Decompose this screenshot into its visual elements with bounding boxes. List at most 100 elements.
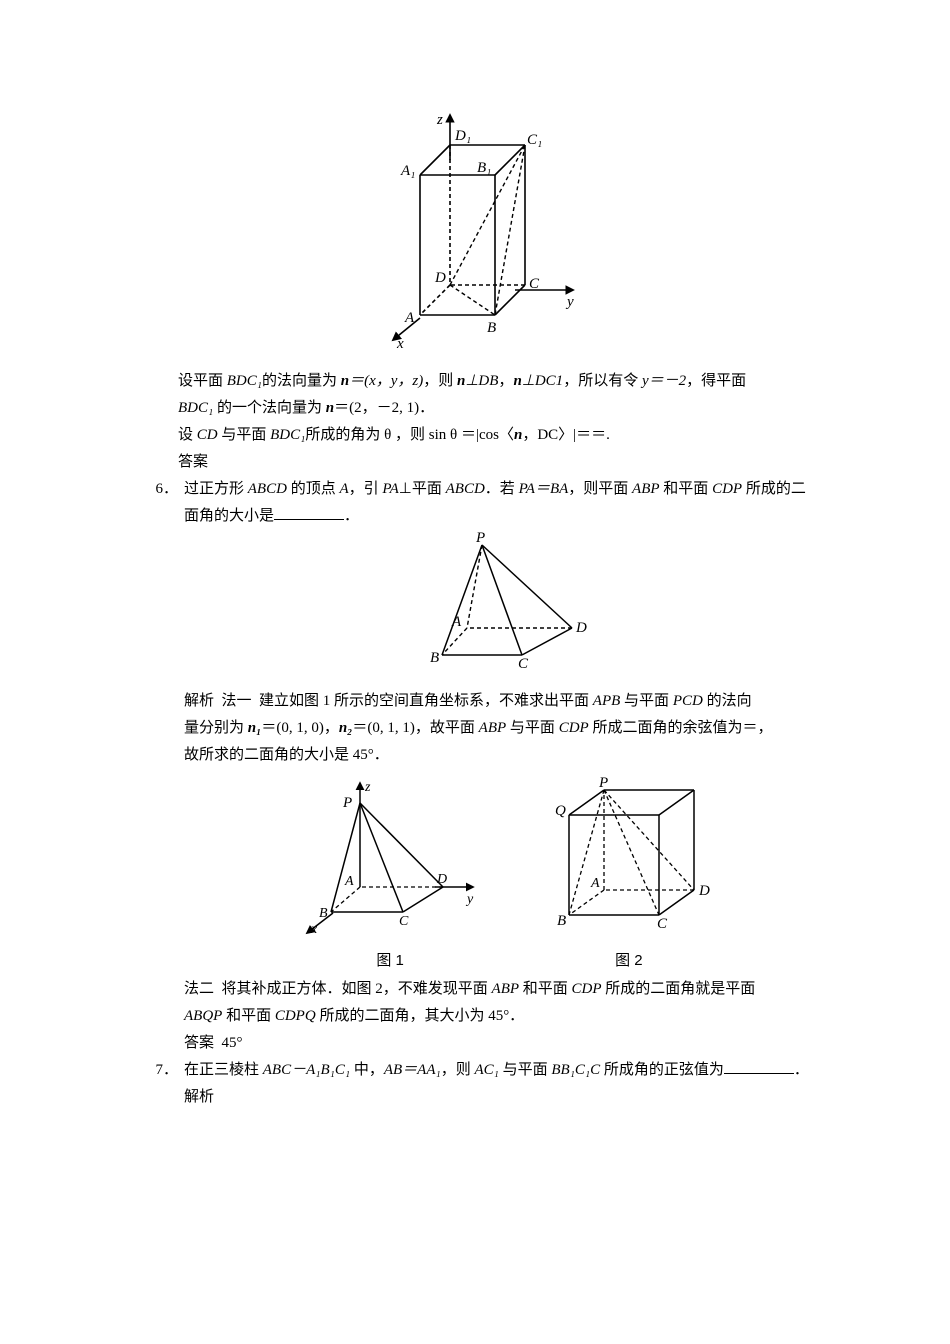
q7: 7． 在正三棱柱 ABC－A₁B₁C₁ 中，AB＝AA₁，则 AC₁ 与平面 B…	[130, 1057, 840, 1111]
abp: ABP	[632, 481, 660, 497]
perp: ⊥DC1	[522, 373, 563, 389]
text: 设	[178, 427, 197, 443]
svg-text:D₁: D₁	[454, 128, 471, 144]
fig2: P Q A B C D	[529, 775, 729, 935]
q6: 6． 过正方形 ABCD 的顶点 A，引 PA⊥平面 ABCD．若 PA＝BA，…	[130, 476, 840, 1057]
text: ⊥平面	[399, 481, 446, 497]
method1-label: 法一	[222, 693, 252, 709]
svg-text:A: A	[404, 310, 415, 326]
svg-text:z: z	[364, 780, 371, 795]
svg-text:z: z	[436, 112, 443, 128]
eq: ＝(x，y，z)	[349, 373, 423, 389]
apb: APB	[593, 693, 621, 709]
fig1-caption: 图 1	[295, 947, 485, 974]
text: ．若	[485, 481, 519, 497]
q6-number: 6．	[130, 476, 184, 1057]
q6-m2-line2: ABQP 和平面 CDPQ 所成的二面角，其大小为 45°．	[184, 1003, 840, 1030]
fig1-cell: z y x P A	[295, 775, 485, 974]
q5-solution: 设平面 BDC₁的法向量为 n＝(x，y，z)，则 n⊥DB，n⊥DC1，所以有…	[178, 368, 840, 476]
cdpq: CDPQ	[275, 1008, 316, 1024]
text: ，则	[423, 373, 457, 389]
svg-text:A: A	[344, 874, 354, 889]
svg-text:C: C	[518, 656, 529, 670]
abcd: ABCD	[446, 481, 485, 497]
svg-text:y: y	[465, 892, 474, 907]
pa: PA	[382, 481, 398, 497]
q6-answer: 答案 45°	[184, 1030, 840, 1057]
text: ．	[344, 508, 359, 524]
svg-text:B: B	[487, 320, 496, 336]
text: ，	[498, 373, 513, 389]
q5-line2: BDC₁ 的一个法向量为 n＝(2，－2, 1)．	[178, 395, 840, 422]
eq: PA＝BA	[519, 481, 569, 497]
text: 的法向量为	[262, 373, 341, 389]
text: 过正方形	[184, 481, 248, 497]
text: 的顶点	[287, 481, 340, 497]
cdp: CDP	[712, 481, 742, 497]
text: ，得平面	[686, 373, 746, 389]
q6-line2: 面角的大小是．	[184, 503, 840, 530]
answer-val: 45°	[222, 1035, 243, 1051]
text: 所成角的正弦值为	[600, 1062, 724, 1078]
text: ，所以有令	[563, 373, 642, 389]
q7-line1: 在正三棱柱 ABC－A₁B₁C₁ 中，AB＝AA₁，则 AC₁ 与平面 BB₁C…	[184, 1057, 840, 1084]
vec-n: n	[341, 373, 349, 389]
plane-bdc1: BDC₁	[227, 373, 262, 389]
text: 所成二面角的余弦值为＝，	[589, 720, 773, 736]
text: 在正三棱柱	[184, 1062, 263, 1078]
n1-val: ＝(0, 1, 0)，	[261, 720, 339, 736]
text: ，则	[441, 1062, 475, 1078]
text: 与平面	[506, 720, 559, 736]
pcd: PCD	[673, 693, 703, 709]
q5-line3: 设 CD 与平面 BDC₁所成的角为 θ ，则 sin θ ＝|cos〈n，DC…	[178, 422, 840, 449]
q5-line1: 设平面 BDC₁的法向量为 n＝(x，y，z)，则 n⊥DB，n⊥DC1，所以有…	[178, 368, 840, 395]
ac1: AC₁	[474, 1062, 498, 1078]
abp: ABP	[479, 720, 507, 736]
cd: CD	[197, 427, 218, 443]
q6-line1: 过正方形 ABCD 的顶点 A，引 PA⊥平面 ABCD．若 PA＝BA，则平面…	[184, 476, 840, 503]
text: 中，	[350, 1062, 384, 1078]
svg-text:x: x	[310, 922, 318, 935]
svg-text:B₁: B₁	[477, 160, 491, 176]
q7-number: 7．	[130, 1057, 184, 1111]
svg-text:D: D	[698, 883, 710, 899]
text: 与平面	[499, 1062, 552, 1078]
svg-text:C: C	[529, 276, 540, 292]
q6-sol-line2: 量分别为 n₁＝(0, 1, 0)，n₂＝(0, 1, 1)，故平面 ABP 与…	[184, 715, 840, 742]
abp: ABP	[492, 981, 520, 997]
text: 与平面	[218, 427, 271, 443]
text: 与平面	[620, 693, 673, 709]
text: ，引	[349, 481, 383, 497]
svg-text:B: B	[430, 650, 439, 666]
plane-bdc1: BDC₁	[178, 400, 213, 416]
blank	[724, 1058, 794, 1074]
sol-label: 解析	[184, 693, 214, 709]
blank	[274, 504, 344, 520]
a: A	[339, 481, 348, 497]
text: 设平面	[178, 373, 227, 389]
text: 和平面	[519, 981, 572, 997]
answer-label: 答案	[184, 1035, 214, 1051]
svg-text:C: C	[657, 916, 668, 932]
q6-m2-line1: 法二 将其补成正方体．如图 2，不难发现平面 ABP 和平面 CDP 所成的二面…	[184, 976, 840, 1003]
abqp: ABQP	[184, 1008, 222, 1024]
vec-n: n	[326, 400, 334, 416]
method2-label: 法二	[184, 981, 214, 997]
eq: AB＝AA₁	[384, 1062, 441, 1078]
text: ，DC〉|＝＝.	[522, 427, 610, 443]
abcd: ABCD	[248, 481, 287, 497]
prism-diagram: z y x	[375, 110, 595, 350]
n2-val: ＝(0, 1, 1)，故平面	[352, 720, 478, 736]
svg-text:A: A	[590, 876, 600, 891]
text: ．	[794, 1062, 809, 1078]
n1: n₁	[248, 720, 262, 736]
figure-q5: z y x	[130, 110, 840, 360]
text: 所成的角为 θ ，则 sin θ ＝|cos〈	[305, 427, 514, 443]
svg-text:P: P	[475, 530, 485, 546]
plane-bdc1: BDC₁	[270, 427, 305, 443]
perp: ⊥DB	[465, 373, 498, 389]
text: 所成的二面角，其大小为 45°．	[316, 1008, 525, 1024]
q5-answer: 答案	[178, 449, 840, 476]
cdp: CDP	[572, 981, 602, 997]
svg-text:D: D	[434, 270, 446, 286]
